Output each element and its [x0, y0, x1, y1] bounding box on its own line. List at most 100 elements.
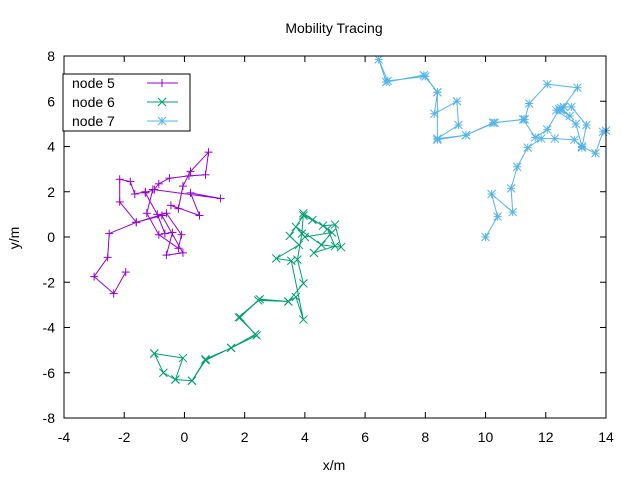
series-node-7 — [374, 55, 611, 242]
y-tick-label: 2 — [47, 184, 55, 200]
data-point — [318, 221, 328, 231]
data-point — [177, 230, 186, 239]
data-point — [490, 118, 499, 128]
data-point — [174, 244, 183, 253]
data-point — [154, 230, 163, 239]
data-point — [454, 120, 463, 130]
data-point — [493, 212, 502, 221]
data-point — [542, 79, 552, 89]
data-point — [121, 268, 130, 277]
data-point — [201, 355, 210, 365]
data-point — [577, 142, 587, 151]
data-point — [186, 167, 195, 176]
data-point — [309, 248, 319, 258]
data-point — [166, 201, 175, 210]
data-point — [234, 312, 243, 322]
data-point — [536, 134, 546, 143]
data-point — [226, 343, 236, 353]
legend-label: node 5 — [72, 75, 115, 91]
data-point — [142, 209, 151, 218]
x-tick-label: 10 — [478, 429, 494, 445]
data-point — [186, 188, 195, 197]
data-point — [571, 119, 581, 129]
data-point — [374, 55, 384, 64]
data-point — [327, 228, 337, 237]
legend-label: node 7 — [72, 113, 115, 129]
data-point — [297, 229, 307, 238]
data-point — [308, 215, 317, 225]
x-tick-label: 6 — [361, 429, 369, 445]
data-point — [132, 218, 141, 227]
data-point — [187, 376, 197, 386]
data-point — [512, 162, 522, 172]
data-point — [115, 197, 124, 206]
data-point — [299, 279, 308, 288]
y-tick-group: -8 -6 -4 -2 0 2 4 6 8 — [43, 48, 606, 426]
y-axis-label: y/m — [6, 227, 22, 250]
y-tick-label: -4 — [43, 320, 56, 336]
data-point — [487, 189, 496, 199]
y-tick-label: -6 — [43, 365, 56, 381]
data-point — [90, 272, 99, 281]
data-point — [105, 229, 114, 238]
data-point — [530, 133, 540, 142]
data-point — [162, 251, 171, 260]
data-point — [294, 240, 304, 250]
data-point — [115, 175, 124, 184]
data-point — [565, 111, 575, 121]
series-line — [153, 212, 342, 382]
data-point — [573, 83, 582, 93]
x-tick-label: -2 — [118, 429, 131, 445]
data-point — [291, 292, 301, 302]
data-point — [154, 179, 163, 188]
data-point — [323, 224, 332, 234]
x-tick-label: 12 — [538, 429, 554, 445]
data-point — [235, 312, 245, 322]
data-point — [103, 253, 112, 262]
x-tick-label: -4 — [58, 429, 71, 445]
legend-marker — [158, 79, 166, 87]
data-point — [461, 130, 471, 140]
data-point — [160, 229, 169, 238]
legend-marker — [157, 116, 167, 126]
series-line — [93, 150, 221, 295]
data-point — [433, 135, 442, 145]
data-point — [157, 211, 166, 220]
data-point — [550, 134, 560, 143]
data-point — [178, 248, 187, 257]
data-point — [168, 228, 177, 237]
data-point — [570, 135, 579, 145]
data-point — [285, 231, 295, 241]
data-point — [433, 87, 442, 97]
legend-label: node 6 — [72, 94, 115, 110]
x-tick-label: 4 — [301, 429, 309, 445]
chart-title: Mobility Tracing — [285, 20, 382, 36]
y-tick-label: 4 — [47, 139, 55, 155]
data-point — [184, 171, 193, 180]
x-tick-label: 2 — [241, 429, 249, 445]
series-node-6 — [149, 208, 346, 386]
data-point — [126, 177, 135, 186]
data-point — [141, 187, 150, 196]
data-point — [524, 99, 534, 108]
data-point — [271, 254, 281, 263]
data-point — [291, 222, 301, 232]
data-point — [506, 184, 516, 193]
data-point — [130, 190, 139, 199]
data-point — [216, 194, 225, 203]
x-tick-label: 8 — [421, 429, 429, 445]
data-point — [178, 182, 187, 191]
data-point — [250, 329, 260, 339]
data-point — [293, 255, 302, 264]
data-point — [174, 204, 183, 213]
data-point — [171, 375, 180, 384]
data-point — [299, 208, 308, 218]
data-point — [178, 353, 188, 363]
data-point — [383, 76, 393, 86]
data-point — [253, 295, 263, 305]
data-point — [204, 148, 213, 157]
data-point — [162, 209, 171, 218]
y-tick-label: 0 — [47, 229, 55, 245]
legend: node 5 node 6 node 7 — [62, 73, 191, 132]
